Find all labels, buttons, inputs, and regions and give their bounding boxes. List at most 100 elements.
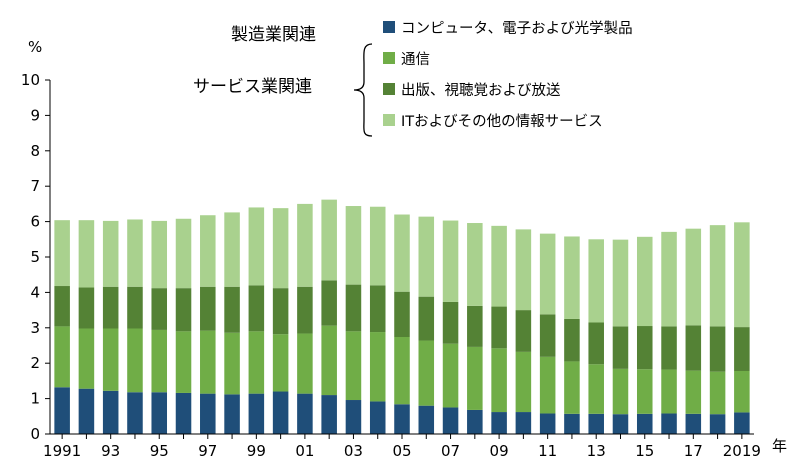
bar-segment-2004-s1	[369, 332, 386, 402]
bar-segment-2009-s3	[491, 225, 507, 307]
legend-swatch-computer	[383, 21, 395, 33]
bar-segment-2006-s2	[418, 296, 435, 341]
bar-segment-1995-s3	[151, 220, 168, 289]
bar-segment-2010-s2	[515, 310, 532, 352]
bar-segment-2019-s2	[734, 327, 750, 371]
bar-segment-2012-s2	[564, 318, 580, 362]
bar-segment-2013-s2	[588, 322, 604, 365]
bar-segment-2007-s2	[442, 301, 459, 344]
bar-segment-1998-s1	[224, 332, 240, 395]
bar-segment-2011-s1	[539, 356, 556, 414]
bar-segment-2002-s1	[321, 325, 337, 396]
bar-segment-2005-s2	[394, 291, 410, 337]
bar-segment-2017-s3	[685, 228, 702, 326]
bar-segment-1999-s3	[248, 207, 265, 286]
x-tick-label-1991: 1991	[43, 442, 81, 460]
x-tick-label-1995: 95	[150, 442, 169, 460]
bar-segment-2019-s0	[734, 412, 750, 434]
y-tick-label-9: 9	[30, 106, 40, 124]
bar-segment-2018-s2	[709, 326, 726, 372]
x-tick-label-2005: 05	[392, 442, 411, 460]
legend-swatch-publishing	[383, 83, 395, 95]
bar-segment-2010-s0	[515, 412, 532, 434]
bar-segment-2003-s2	[345, 284, 362, 332]
bar-segment-2016-s1	[661, 369, 677, 414]
bar-segment-1995-s2	[151, 288, 168, 330]
bar-segment-1996-s2	[175, 288, 192, 332]
bar-segment-2015-s0	[636, 413, 653, 434]
bar-segment-1992-s2	[78, 287, 95, 329]
x-tick-label-2017: 17	[684, 442, 703, 460]
bar-segment-2013-s3	[588, 239, 604, 323]
legend-label-it-services: ITおよびその他の情報サービス	[401, 113, 603, 130]
bar-segment-1993-s1	[102, 328, 119, 391]
bar-segment-2001-s3	[297, 203, 313, 287]
bar-segment-1996-s1	[175, 331, 192, 393]
bar-segment-1999-s0	[248, 393, 265, 434]
bar-segment-2011-s3	[539, 233, 556, 315]
bar-segment-2001-s1	[297, 333, 313, 394]
bar-segment-2002-s0	[321, 395, 337, 434]
bar-segment-1999-s1	[248, 331, 265, 394]
bar-segment-1998-s3	[224, 212, 240, 287]
bar-segment-2000-s1	[272, 334, 289, 392]
bar-segment-1998-s2	[224, 286, 240, 333]
bar-segment-1994-s3	[127, 219, 143, 287]
legend-brace	[353, 43, 373, 137]
bar-segment-1996-s3	[175, 218, 192, 289]
bar-segment-2014-s0	[612, 414, 629, 434]
x-tick-label-2015: 15	[635, 442, 654, 460]
y-tick-label-1: 1	[30, 390, 40, 408]
x-tick-label-2003: 03	[344, 442, 363, 460]
bar-segment-2006-s1	[418, 340, 435, 406]
bar-segment-2015-s1	[636, 369, 653, 414]
bar-segment-2014-s1	[612, 368, 629, 415]
bar-segment-2017-s2	[685, 325, 702, 371]
bar-segment-1994-s2	[127, 286, 143, 329]
bar-segment-2002-s3	[321, 199, 337, 281]
bar-segment-2016-s0	[661, 413, 677, 434]
bar-segment-1997-s0	[200, 393, 216, 434]
bar-segment-1993-s2	[102, 286, 119, 329]
y-tick-label-2: 2	[30, 354, 40, 372]
bar-segment-2017-s0	[685, 413, 702, 434]
bar-segment-1996-s0	[175, 392, 192, 434]
bar-segment-2015-s3	[636, 236, 653, 327]
bar-segment-2004-s2	[369, 285, 386, 333]
bar-segment-2017-s1	[685, 370, 702, 414]
x-tick-label-1997: 97	[198, 442, 217, 460]
bar-segment-1994-s1	[127, 328, 143, 393]
legend-group-services: サービス業関連	[193, 77, 312, 97]
bar-segment-2016-s2	[661, 326, 677, 370]
y-unit-label: %	[28, 38, 42, 56]
bar-segment-2012-s0	[564, 413, 580, 434]
bar-segment-1997-s2	[200, 286, 216, 331]
bar-segment-1993-s3	[102, 220, 119, 287]
bar-segment-1991-s2	[54, 286, 70, 327]
legend-label-publishing: 出版、視聴覚および放送	[401, 82, 561, 99]
bar-segment-2002-s2	[321, 280, 337, 326]
x-tick-label-2013: 13	[587, 442, 606, 460]
bar-segment-1992-s0	[78, 388, 95, 434]
bar-segment-2007-s3	[442, 220, 459, 302]
bar-segment-2006-s3	[418, 216, 435, 297]
x-tick-label-2001: 01	[295, 442, 314, 460]
bar-segment-2005-s3	[394, 214, 410, 292]
bars-layer	[54, 199, 750, 434]
bar-segment-2016-s3	[661, 231, 677, 327]
bar-segment-2009-s0	[491, 412, 507, 434]
bar-segment-2000-s2	[272, 288, 289, 335]
y-tick-label-10: 10	[21, 71, 40, 89]
bar-segment-2004-s0	[369, 401, 386, 434]
y-tick-label-4: 4	[30, 283, 40, 301]
y-tick-label-3: 3	[30, 319, 40, 337]
bar-segment-2015-s2	[636, 326, 653, 370]
bar-segment-1999-s2	[248, 285, 265, 332]
bar-segment-2005-s1	[394, 337, 410, 405]
bar-segment-2001-s2	[297, 286, 313, 334]
y-tick-label-8: 8	[30, 142, 40, 160]
bar-segment-2004-s3	[369, 206, 386, 286]
y-tick-label-6: 6	[30, 213, 40, 231]
